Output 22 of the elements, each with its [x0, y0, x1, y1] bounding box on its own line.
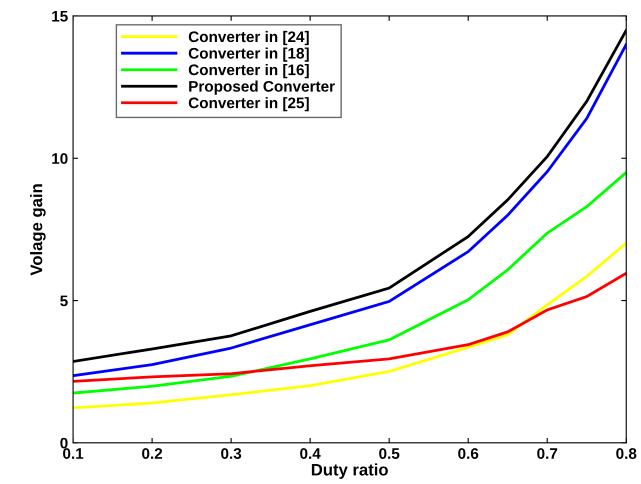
line-series	[73, 272, 626, 383]
x-tick-label: 0.7	[537, 448, 558, 459]
y-axis-title: Volage gain	[30, 184, 46, 276]
line-series	[73, 242, 626, 410]
x-tick-label: 0.5	[379, 448, 400, 459]
legend-label: Converter in [18]	[188, 47, 309, 62]
y-tick-label: 0	[60, 438, 68, 449]
x-tick-label: 0.2	[142, 448, 162, 459]
legend-label: Proposed Converter	[189, 80, 335, 95]
x-tick-label: 0.3	[221, 448, 242, 459]
x-axis-title: Duty ratio	[312, 463, 388, 479]
legend-label: Converter in [16]	[188, 64, 309, 78]
line-series	[73, 171, 626, 394]
x-tick-label: 0.8	[616, 448, 636, 459]
y-tick-label: 15	[52, 10, 68, 22]
x-tick-label: 0.6	[458, 448, 478, 459]
x-tick-label: 0.4	[300, 448, 321, 459]
y-tick-label: 5	[60, 296, 68, 306]
legend-label: Converter in [25]	[188, 97, 309, 112]
y-tick-label: 10	[52, 153, 68, 164]
x-tick-label: 0.1	[63, 448, 84, 459]
legend-label: Converter in [24]	[188, 30, 309, 46]
